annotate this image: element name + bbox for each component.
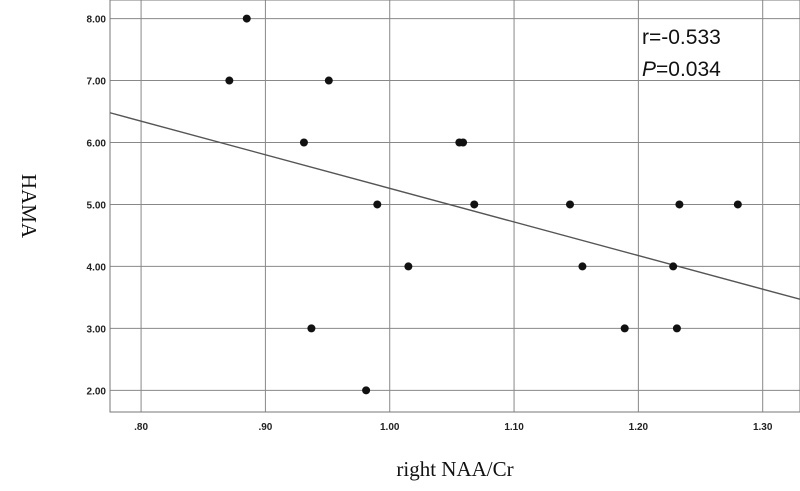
y-axis-title: HAMA [17,174,41,239]
x-tick-label: 1.30 [753,422,773,433]
x-tick-label: .90 [258,422,272,433]
data-point [299,138,308,147]
data-point [620,324,629,333]
p-symbol: P [642,58,656,81]
correlation-label: r=-0.533 [642,26,721,49]
data-point [404,262,413,271]
x-tick-label: 1.10 [504,422,524,433]
p-value-label: P=0.034 [642,58,721,81]
plot-frame [109,0,800,413]
data-point [459,138,468,147]
data-point [242,14,251,23]
data-point [566,200,574,209]
data-point [578,262,587,271]
data-point [362,386,371,395]
data-point [672,324,681,333]
y-tick-label: 4.00 [87,262,107,273]
x-tick-label: 1.20 [629,422,649,433]
data-point [373,200,382,209]
y-tick-label: 7.00 [87,77,107,88]
data-points [225,14,742,395]
x-tick-labels: .80 .90 1.00 1.10 1.20 1.30 [134,422,773,433]
x-tick-label: 1.00 [380,422,400,433]
x-axis-title: right NAA/Cr [396,457,513,481]
grid-lines [110,0,800,412]
data-point [675,200,684,209]
y-tick-labels: 2.00 3.00 4.00 5.00 6.00 7.00 8.00 [87,15,107,398]
data-point [470,200,479,209]
y-tick-label: 8.00 [87,15,107,26]
p-value: =0.034 [656,58,721,81]
data-point [324,76,333,85]
x-tick-label: .80 [134,422,148,433]
data-point [669,262,678,271]
data-point [225,76,234,85]
data-point [733,200,742,209]
y-tick-label: 5.00 [87,200,107,211]
y-tick-label: 2.00 [87,386,107,397]
regression-line [109,112,800,300]
y-tick-label: 3.00 [87,324,107,335]
data-point [307,324,316,333]
y-tick-label: 6.00 [87,138,107,149]
